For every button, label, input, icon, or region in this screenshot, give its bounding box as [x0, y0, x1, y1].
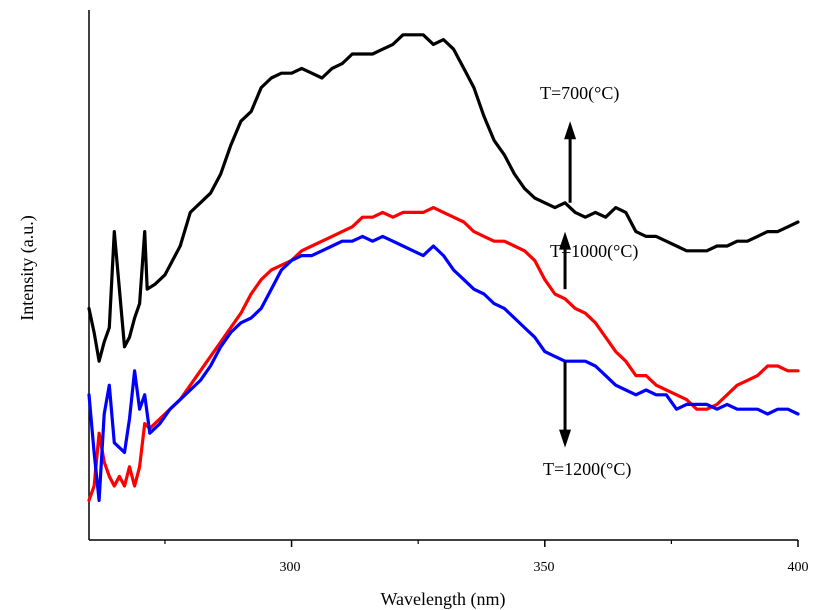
x-tick-label-350: 350: [534, 560, 555, 575]
arrow-t700: [564, 121, 577, 203]
x-axis-title: Wavelength (nm): [380, 589, 505, 610]
annotation-t1200: T=1200(°C): [543, 459, 631, 480]
arrow-t1200: [559, 361, 572, 448]
annotation-arrows: [559, 121, 577, 448]
x-ticks: [164, 540, 799, 547]
annotation-t700: T=700(°C): [540, 83, 619, 104]
x-tick-label-300: 300: [280, 560, 301, 575]
series-t1200-line: [87, 234, 800, 502]
plot-area: [87, 10, 800, 547]
y-axis-title: Intensity (a.u.): [17, 215, 38, 320]
x-tick-label-400: 400: [788, 560, 809, 575]
series-t1000-line: [87, 206, 800, 502]
annotation-t1000: T=1000(°C): [550, 241, 638, 262]
series-group: [87, 33, 800, 502]
series-t700-line: [87, 33, 800, 363]
arrow-t1000: [559, 231, 572, 290]
